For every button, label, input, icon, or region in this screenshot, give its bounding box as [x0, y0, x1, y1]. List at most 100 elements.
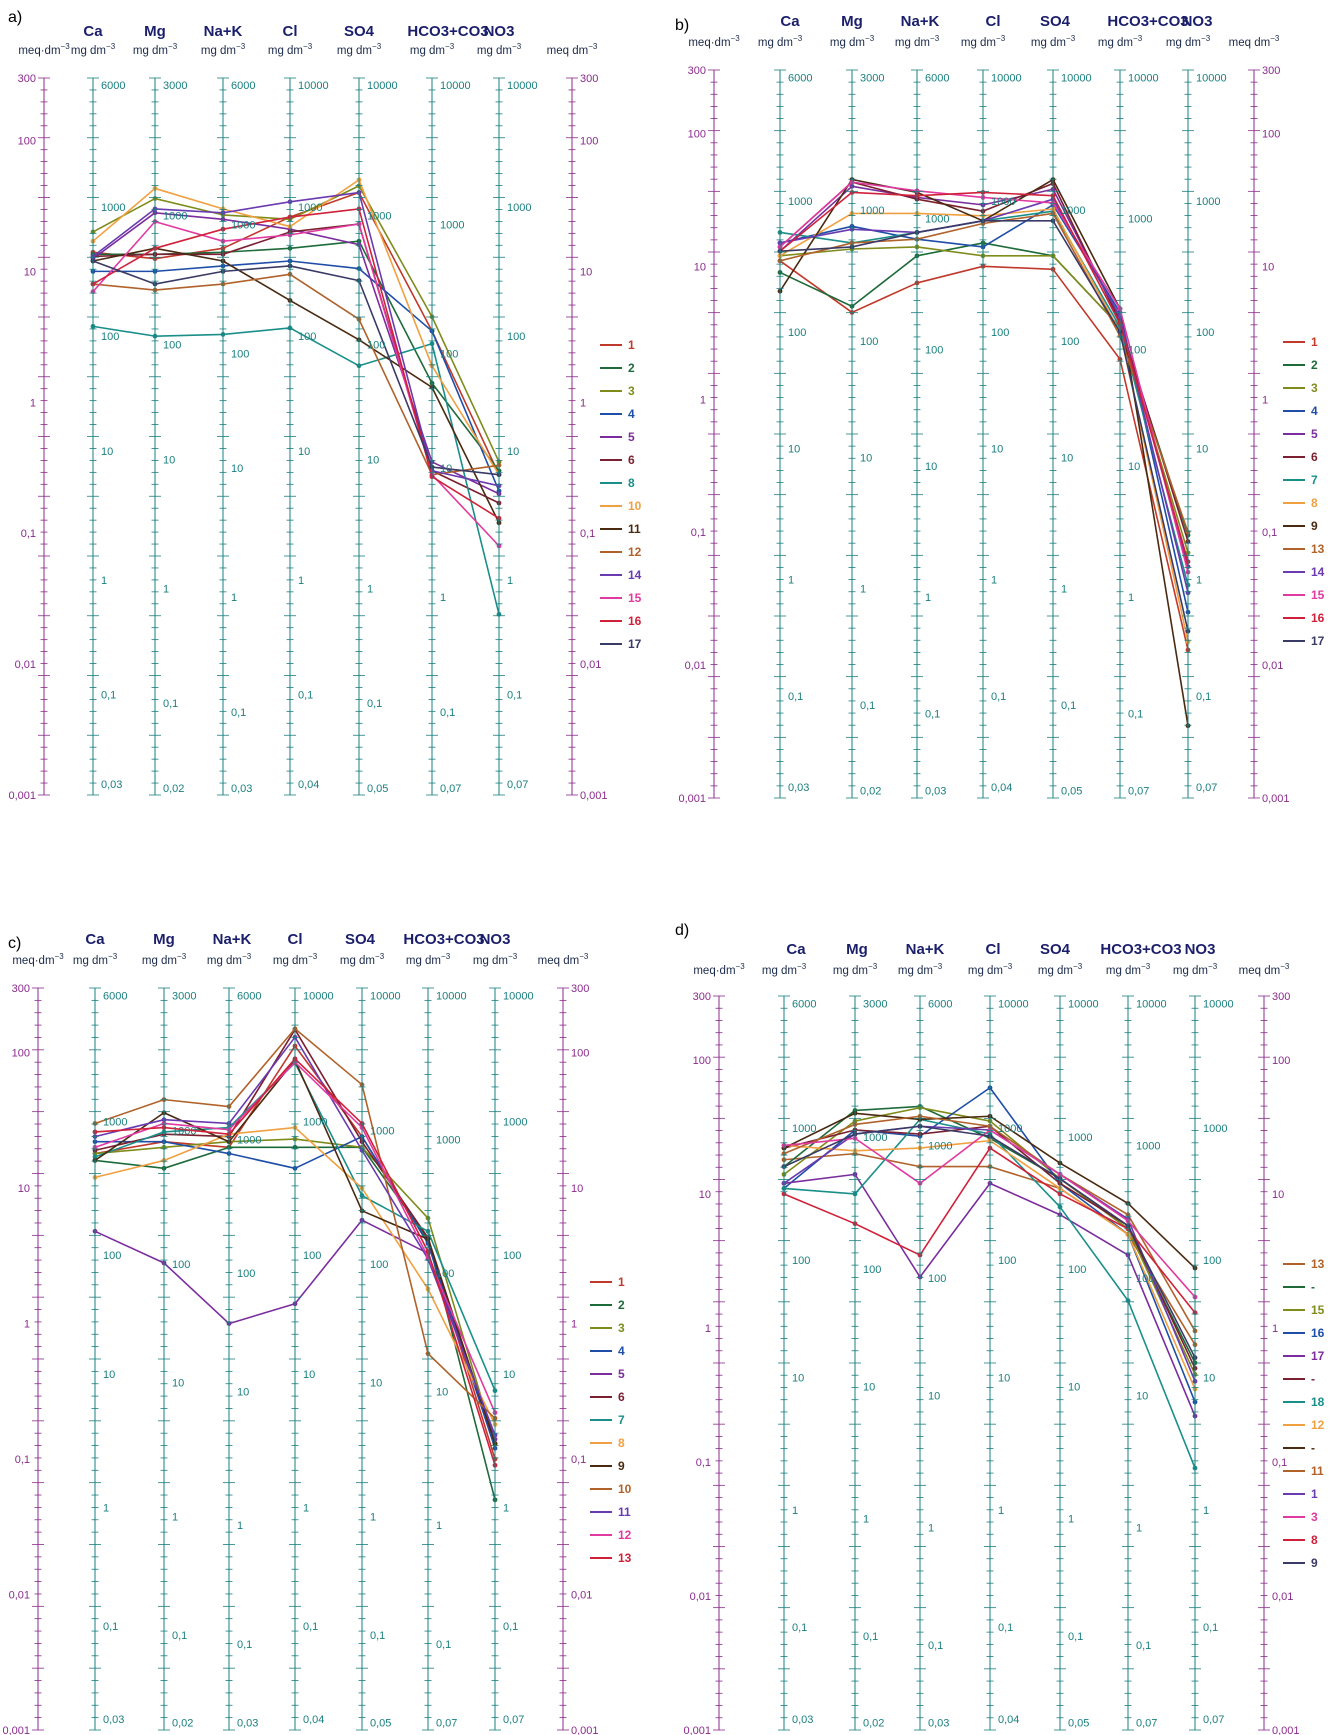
- tick-label: 10000: [440, 80, 471, 92]
- tick-label: 10: [101, 446, 113, 458]
- tick-label: 0,001: [678, 793, 706, 805]
- conc-axis-na-k: 6000 1000 100 10 1 0,1 0,03: [911, 69, 949, 799]
- tick-label: 100: [860, 336, 878, 348]
- tick-label: 0,1: [163, 698, 178, 710]
- conc-axis-mg: 3000 1000 100 10 1 0,1 0,02: [849, 995, 887, 1731]
- unit-label: mg dm−3: [142, 952, 187, 967]
- legend-label: -: [1311, 1372, 1315, 1386]
- series-line-8: [779, 208, 1189, 642]
- tick-label: 10000: [1128, 72, 1159, 84]
- unit-label: mg dm−3: [273, 952, 318, 967]
- tick-label: 10: [694, 261, 706, 273]
- unit-label: mg dm−3: [830, 34, 875, 49]
- panel-label: a): [8, 9, 22, 26]
- conc-axis-no3: 10000 1000 100 10 1 0,1 0,07: [493, 77, 538, 796]
- tick-label: 0,001: [8, 790, 36, 802]
- ion-header-mg: Mg: [144, 23, 166, 40]
- unit-label: mg dm−3: [895, 34, 940, 49]
- ion-header-ca: Ca: [786, 941, 806, 958]
- meq-axis-right: 300 100 10 1 0,1 0,01 0,001: [557, 983, 599, 1735]
- unit-label: mg dm−3: [833, 962, 878, 977]
- tick-label: 300: [580, 73, 598, 85]
- ion-header-hco3-co3: HCO3+CO3: [1100, 941, 1181, 958]
- conc-axis-hco3-co3: 10000 1000 100 10 1 0,1 0,07: [422, 987, 467, 1731]
- legend-label: 15: [1311, 588, 1325, 602]
- conc-axis-na-k: 6000 1000 100 10 1 0,1 0,03: [223, 987, 261, 1731]
- tick-label: 0,1: [998, 1622, 1013, 1634]
- tick-label: 1: [303, 1502, 309, 1514]
- tick-label: 10000: [507, 80, 538, 92]
- tick-label: 10000: [303, 990, 334, 1002]
- ion-header-cl: Cl: [283, 23, 298, 40]
- tick-label: 0,1: [928, 1640, 943, 1652]
- tick-label: 0,1: [1196, 691, 1211, 703]
- ion-header-cl: Cl: [288, 931, 303, 948]
- unit-label: mg dm−3: [1098, 34, 1143, 49]
- tick-label: 0,07: [503, 1714, 524, 1726]
- tick-label: 0,1: [503, 1621, 518, 1633]
- legend-label: 3: [618, 1321, 625, 1335]
- tick-label: 100: [1136, 1273, 1154, 1285]
- unit-label: mg dm−3: [337, 42, 382, 57]
- tick-label: 10: [1203, 1373, 1215, 1385]
- ion-header-no3: NO3: [480, 931, 511, 948]
- tick-label: 10: [1262, 261, 1274, 273]
- tick-label: 1: [928, 1522, 934, 1534]
- tick-label: 1: [440, 592, 446, 604]
- tick-label: 0,001: [580, 790, 608, 802]
- unit-label: meq dm−3: [1239, 962, 1290, 977]
- conc-axis-cl: 10000 1000 100 10 1 0,1 0,04: [289, 987, 334, 1731]
- conc-axis-cl: 10000 1000 100 10 1 0,1 0,04: [284, 77, 329, 796]
- tick-label: 100: [928, 1273, 946, 1285]
- legend-label: 3: [1311, 1510, 1318, 1524]
- tick-label: 10000: [1061, 72, 1092, 84]
- tick-label: 1000: [370, 1125, 394, 1137]
- unit-exponent: −3: [1066, 34, 1076, 43]
- panel-4: d) Ca Mg Na+K Cl SO4 HCO3+CO3 NO3 meq·dm−3 mg dm−…: [675, 922, 1325, 1570]
- tick-label: 300: [18, 73, 36, 85]
- tick-label: 100: [172, 1259, 190, 1271]
- tick-label: 0,1: [440, 707, 455, 719]
- tick-label: 0,01: [580, 659, 601, 671]
- tick-label: 10: [24, 266, 36, 278]
- unit-label: mg dm−3: [762, 962, 807, 977]
- legend-label: 5: [1311, 427, 1318, 441]
- unit-label: meq dm−3: [1229, 34, 1280, 49]
- tick-label: 0,1: [1128, 709, 1143, 721]
- legend-label: 12: [618, 1528, 632, 1542]
- tick-label: 0,1: [367, 698, 382, 710]
- series-line-14: [92, 191, 500, 487]
- tick-label: 100: [925, 345, 943, 357]
- tick-label: 1000: [792, 1123, 816, 1135]
- ion-header-so4: SO4: [345, 931, 376, 948]
- series-line-9: [779, 178, 1189, 726]
- ion-header-no3: NO3: [1185, 941, 1216, 958]
- conc-axis-so4: 10000 1000 100 10 1 0,1 0,05: [1047, 69, 1092, 799]
- tick-label: 0,05: [367, 783, 388, 795]
- legend-label: 14: [628, 568, 642, 582]
- ion-header-na-k: Na+K: [901, 13, 940, 30]
- unit-exponent: −3: [930, 34, 940, 43]
- tick-label: 100: [370, 1259, 388, 1271]
- legend-label: 17: [1311, 634, 1325, 648]
- tick-label: 300: [1272, 991, 1290, 1003]
- tick-label: 0,1: [370, 1630, 385, 1642]
- tick-label: 0,1: [1262, 527, 1277, 539]
- unit-exponent: −3: [1270, 34, 1280, 43]
- tick-label: 1000: [507, 202, 531, 214]
- legend-label: 5: [628, 430, 635, 444]
- tick-label: 3000: [163, 80, 187, 92]
- tick-label: 1: [1272, 1323, 1278, 1335]
- unit-exponent: −3: [508, 952, 518, 961]
- tick-label: 100: [688, 128, 706, 140]
- unit-label: meq dm−3: [547, 42, 598, 57]
- tick-label: 1: [367, 584, 373, 596]
- unit-exponent: −3: [441, 952, 451, 961]
- tick-label: 1000: [925, 214, 949, 226]
- tick-label: 0,03: [101, 779, 122, 791]
- unit-label: mg dm−3: [268, 42, 313, 57]
- ion-header-hco3-co3: HCO3+CO3: [407, 23, 488, 40]
- ion-header-mg: Mg: [841, 13, 863, 30]
- legend-label: 9: [618, 1459, 625, 1473]
